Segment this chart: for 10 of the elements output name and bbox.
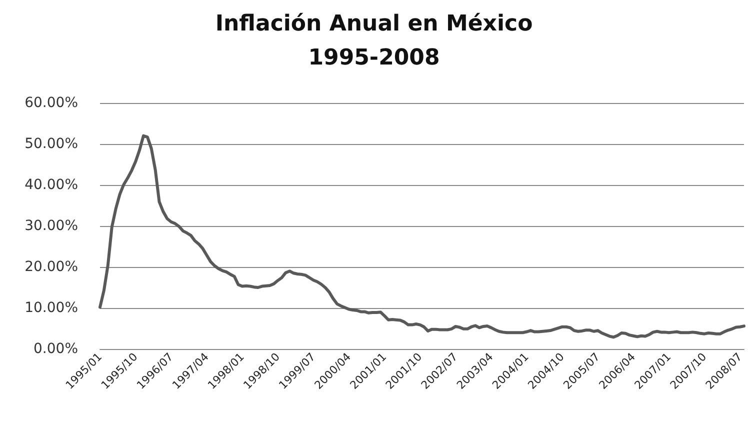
line-series xyxy=(98,134,746,339)
y-tick-label: 50.00% xyxy=(24,136,78,152)
y-tick-label: 30.00% xyxy=(24,218,78,234)
chart-subtitle: 1995-2008 xyxy=(308,46,440,70)
y-tick-label: 0.00% xyxy=(34,341,78,357)
y-tick-label: 20.00% xyxy=(24,259,78,275)
y-tick-label: 40.00% xyxy=(24,177,78,193)
y-tick-label: 60.00% xyxy=(24,95,78,111)
chart-title: Inflación Anual en México xyxy=(215,12,533,36)
y-tick-label: 10.00% xyxy=(24,300,78,316)
